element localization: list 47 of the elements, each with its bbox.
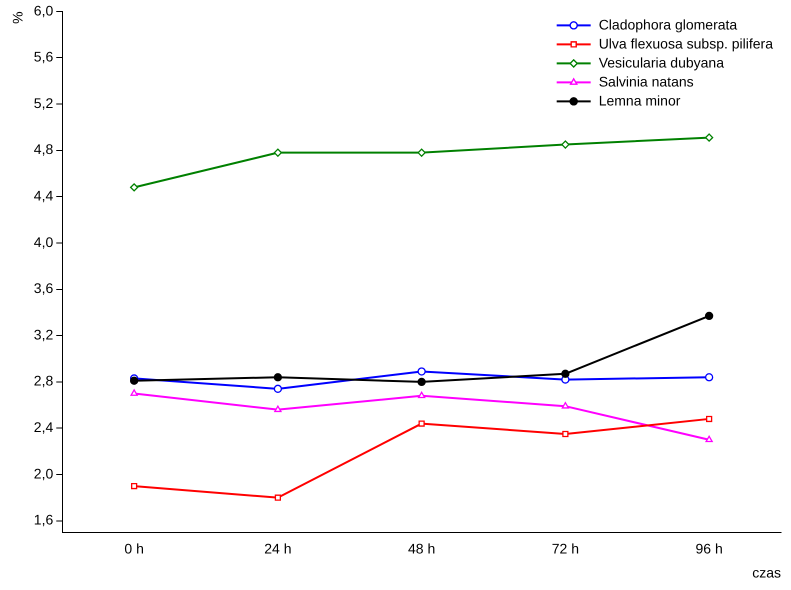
y-tick-label: 4,8	[34, 141, 54, 158]
point	[561, 140, 570, 149]
point	[131, 482, 138, 490]
point	[274, 384, 282, 393]
point	[130, 376, 138, 385]
point	[562, 402, 570, 409]
y-tick-label: 3,6	[34, 280, 54, 296]
y-tick-label: 2,0	[34, 465, 54, 482]
y-tick-label: 4,4	[34, 188, 54, 204]
legend-label: Vesicularia dubyana	[598, 54, 724, 70]
point	[706, 416, 712, 422]
x-tick-label: 72 h	[552, 540, 580, 557]
y-tick-label: 2,8	[34, 372, 54, 389]
y-axis-title: %	[9, 11, 26, 24]
point	[417, 378, 426, 386]
legend-label: Salvinia natans	[598, 73, 694, 90]
point	[274, 148, 282, 157]
point	[274, 373, 282, 382]
legend-label: Ulva flexuosa subsp. pilifera	[598, 35, 774, 52]
point	[130, 389, 138, 396]
y-tick-label: 6,0	[34, 2, 54, 18]
point	[705, 436, 713, 442]
point	[418, 392, 426, 398]
y-tick-label: 4,0	[34, 234, 54, 250]
x-tick-label: 48 h	[408, 540, 436, 557]
point	[704, 312, 714, 320]
y-tick-label: 5,2	[34, 94, 54, 111]
y-tick-label: 3,2	[34, 326, 54, 342]
point	[274, 406, 282, 412]
x-tick-label: 0 h	[124, 540, 144, 557]
x-tick-label: 24 h	[264, 540, 292, 557]
legend-label: Cladophora glomerata	[598, 16, 738, 32]
point	[562, 430, 569, 438]
point	[704, 373, 714, 382]
point	[561, 370, 570, 378]
y-tick-label: 2,4	[34, 419, 54, 436]
point	[418, 420, 425, 427]
point	[417, 148, 426, 157]
y-tick-label: 5,6	[34, 48, 54, 65]
point	[274, 494, 282, 501]
x-tick-label: 96 h	[696, 540, 723, 557]
point	[704, 133, 714, 142]
legend-label: Lemna minor	[598, 92, 681, 108]
point	[130, 183, 138, 192]
x-axis-title: czas	[752, 564, 781, 580]
point	[417, 367, 426, 376]
y-tick-label: 1,6	[34, 512, 54, 528]
